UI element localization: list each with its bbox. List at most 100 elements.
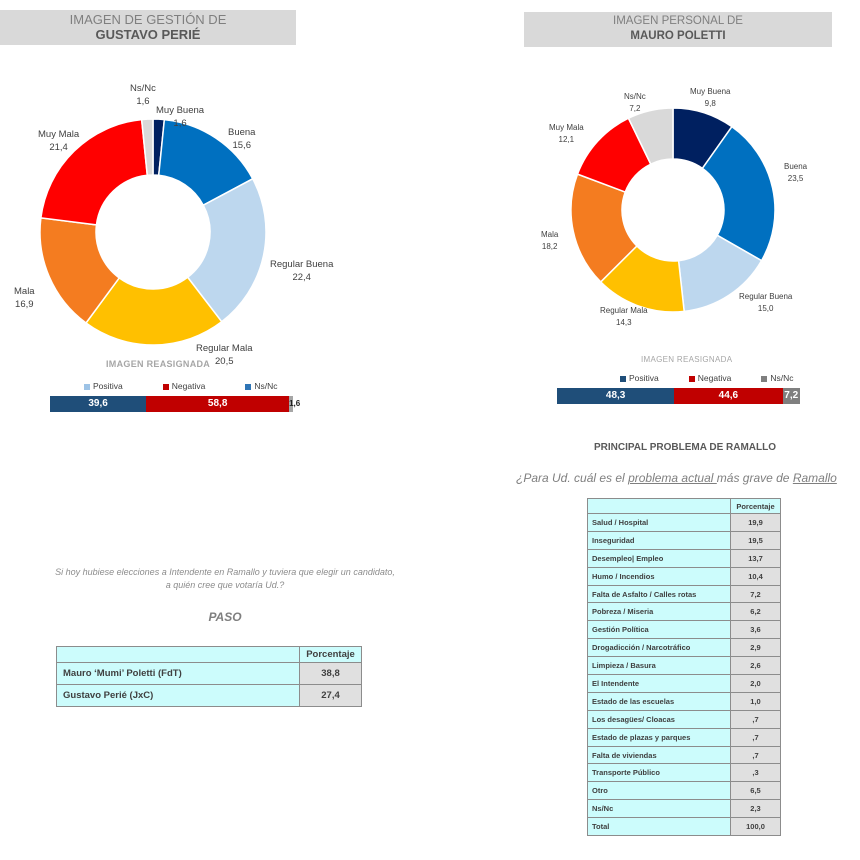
problem-value: 1,0	[730, 691, 781, 711]
perie-label-muy-buena: Muy Buena 1,6	[156, 105, 205, 129]
vote-heading: PASO	[208, 610, 242, 624]
table-row: Transporte Público ,3	[587, 763, 781, 783]
table-row: Ns/Nc 2,3	[587, 799, 781, 819]
problem-label: Gestión Política	[587, 620, 731, 640]
problems-heading: PRINCIPAL PROBLEMA DE RAMALLO	[593, 442, 777, 453]
problem-label: Inseguridad	[587, 530, 731, 550]
problem-label: Drogadicción / Narcotráfico	[587, 638, 731, 658]
perie-label-regular-mala: Regular Mala 20,5	[196, 343, 253, 367]
legend-nsnc: Ns/Nc	[245, 381, 277, 391]
table-row: Desempleo| Empleo 13,7	[587, 548, 781, 568]
bar-segment-negativa: 44,6	[674, 388, 783, 404]
problem-label: Falta de Asfalto / Calles rotas	[587, 584, 731, 604]
perie-label-mala: Mala 16,9	[14, 286, 35, 310]
problem-value: 19,5	[730, 530, 781, 550]
poletti-title-box: IMAGEN PERSONAL DE MAURO POLETTI	[524, 12, 832, 47]
problem-value: 3,6	[730, 620, 781, 640]
legend-negativa: Negativa	[162, 381, 205, 391]
problem-value: 2,3	[730, 799, 781, 819]
bar-segment-ns-nc: 1,6	[289, 396, 300, 412]
table-row: Estado de plazas y parques ,7	[587, 727, 781, 747]
bar-segment-negativa: 58,8	[146, 396, 290, 412]
table-row: Limpieza / Basura 2,6	[587, 656, 781, 676]
problem-label: El Intendente	[587, 674, 731, 693]
problem-label: Los desagües/ Cloacas	[587, 709, 731, 729]
legend-negativa: Negativa	[688, 373, 731, 383]
perie-title: IMAGEN DE GESTIÓN DE	[69, 12, 227, 27]
problem-label: Otro	[587, 781, 731, 801]
bar-segment-positiva: 39,6	[50, 396, 147, 412]
problem-value: ,7	[730, 745, 781, 765]
problem-value: 6,2	[730, 602, 781, 622]
vote-question: Si hoy hubiese elecciones a Intendente e…	[55, 567, 395, 590]
problem-label: Falta de viviendas	[587, 745, 731, 765]
legend-nsnc: Ns/Nc	[761, 373, 793, 383]
problem-label: Salud / Hospital	[587, 513, 731, 532]
table-row: Gustavo Perié (JxC) 27,4	[56, 684, 362, 707]
table-row: Total 100,0	[587, 817, 781, 837]
legend-swatch	[162, 383, 169, 390]
donut-slice-ns-nc	[140, 118, 154, 177]
legend-positiva: Positiva	[620, 373, 659, 383]
vote-header-blank	[56, 646, 300, 663]
table-row: Falta de viviendas ,7	[587, 745, 781, 765]
problems-table: Porcentaje Salud / Hospital 19,9 Insegurid…	[587, 498, 781, 837]
problem-value: 2,9	[730, 638, 781, 658]
problem-value: 7,2	[730, 584, 781, 604]
perie-label-regular-buena: Regular Buena 22,4	[270, 259, 334, 283]
legend-swatch	[688, 375, 695, 382]
problem-label: Total	[587, 817, 731, 837]
perie-donut-chart	[39, 118, 267, 346]
table-row: Estado de las escuelas 1,0	[587, 691, 781, 711]
table-row: Otro 6,5	[587, 781, 781, 801]
problem-label: Transporte Público	[587, 763, 731, 783]
legend-positiva: Positiva	[84, 381, 123, 391]
problem-value: 2,6	[730, 656, 781, 676]
perie-label-buena: Buena 15,6	[228, 127, 256, 151]
poletti-title: IMAGEN PERSONAL DE	[613, 15, 743, 27]
table-row: Mauro ‘Mumi’ Poletti (FdT) 38,8	[56, 662, 362, 685]
problem-value: ,7	[730, 727, 781, 747]
donut-slice-regular-mala	[84, 276, 223, 346]
legend-swatch	[761, 375, 768, 382]
donut-slice-ns-nc	[627, 107, 674, 166]
bar-segment-positiva: 48,3	[557, 388, 675, 404]
problem-value: 2,0	[730, 674, 781, 693]
legend-swatch	[245, 383, 252, 390]
problems-col-header: Porcentaje	[730, 498, 781, 514]
table-row: Gestión Política 3,6	[587, 620, 781, 640]
problem-value: 13,7	[730, 548, 781, 568]
poletti-subtitle: MAURO POLETTI	[630, 30, 726, 42]
problem-value: 19,9	[730, 513, 781, 532]
poletti-reasignada-title: IMAGEN REASIGNADA	[641, 355, 733, 364]
legend-swatch	[84, 383, 90, 390]
perie-label-nsnc: Ns/Nc 1,6	[130, 83, 156, 107]
problems-question: ¿Para Ud. cuál es el problema actual más…	[516, 471, 837, 485]
problem-value: ,3	[730, 763, 781, 783]
problem-label: Ns/Nc	[587, 799, 731, 819]
perie-subtitle: GUSTAVO PERIÉ	[95, 27, 201, 42]
legend-swatch	[620, 375, 626, 382]
problem-value: 10,4	[730, 566, 781, 586]
problem-label: Desempleo| Empleo	[587, 548, 731, 568]
problems-header-blank	[587, 498, 731, 514]
table-row: Salud / Hospital 19,9	[587, 513, 781, 532]
poletti-label-mala: Mala 18,2	[541, 230, 559, 251]
poletti-label-regular-mala: Regular Mala 14,3	[600, 306, 648, 327]
poletti-label-muy-mala: Muy Mala 12,1	[549, 123, 584, 144]
donut-slice-regular-buena	[186, 177, 267, 323]
perie-bar-legend: Positiva Negativa Ns/Nc	[84, 381, 277, 391]
vote-col-header: Porcentaje	[299, 646, 362, 663]
perie-label-muy-mala: Muy Mala 21,4	[38, 129, 80, 153]
donut-slice-buena	[701, 125, 776, 262]
poletti-stacked-bar: 48,3 44,6 7,2	[557, 388, 800, 404]
problem-label: Humo / Incendios	[587, 566, 731, 586]
poletti-label-buena: Buena 23,5	[784, 162, 808, 183]
donut-slice-muy-mala	[40, 118, 149, 226]
poletti-label-muy-buena: Muy Buena 9,8	[690, 87, 731, 108]
perie-stacked-bar: 39,6 58,8 1,6	[50, 396, 300, 412]
problem-value: 100,0	[730, 817, 781, 837]
table-row: Inseguridad 19,5	[587, 530, 781, 550]
table-row: Pobreza / Miseria 6,2	[587, 602, 781, 622]
